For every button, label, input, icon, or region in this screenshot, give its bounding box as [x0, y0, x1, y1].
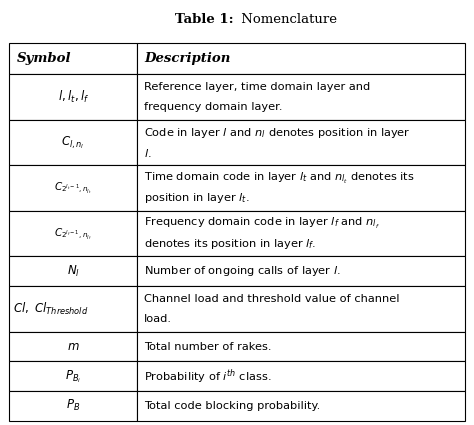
Bar	[137, 74, 465, 120]
Text: position in layer $l_t$.: position in layer $l_t$.	[144, 191, 250, 205]
Bar	[137, 42, 465, 74]
Bar	[9, 256, 137, 286]
Text: Table 1:: Table 1:	[175, 13, 234, 26]
Text: Reference layer, time domain layer and: Reference layer, time domain layer and	[144, 82, 370, 92]
Text: Total code blocking probability.: Total code blocking probability.	[144, 401, 320, 411]
Bar	[9, 42, 137, 74]
Text: $N_l$: $N_l$	[67, 264, 80, 279]
Bar	[9, 361, 137, 391]
Bar	[137, 165, 465, 211]
Bar	[137, 391, 465, 421]
Text: $C_{2^{l_f-1},n_{l_f}}$: $C_{2^{l_f-1},n_{l_f}}$	[54, 226, 92, 242]
Text: frequency domain layer.: frequency domain layer.	[144, 102, 283, 112]
Bar	[9, 391, 137, 421]
Text: load.: load.	[144, 314, 172, 324]
Text: Frequency domain code in layer $l_f$ and $n_{l_f}$: Frequency domain code in layer $l_f$ and…	[144, 216, 380, 231]
Bar	[9, 286, 137, 332]
Text: Total number of rakes.: Total number of rakes.	[144, 342, 272, 351]
Text: Code in layer $l$ and $n_l$ denotes position in layer: Code in layer $l$ and $n_l$ denotes posi…	[144, 126, 410, 140]
Bar	[137, 332, 465, 361]
Bar	[9, 74, 137, 120]
Bar	[9, 332, 137, 361]
Text: $P_{B_i}$: $P_{B_i}$	[65, 368, 82, 385]
Text: Description: Description	[144, 52, 230, 65]
Text: $Cl, \ Cl_{Threshold}$: $Cl, \ Cl_{Threshold}$	[13, 301, 89, 317]
Text: Symbol: Symbol	[17, 52, 71, 65]
Bar	[9, 120, 137, 165]
Text: $C_{2^{l_t-1},n_{l_t}}$: $C_{2^{l_t-1},n_{l_t}}$	[55, 180, 92, 196]
Bar	[9, 211, 137, 256]
Text: denotes its position in layer $l_f$.: denotes its position in layer $l_f$.	[144, 237, 316, 251]
Bar	[137, 361, 465, 391]
Text: $l, l_t, l_f$: $l, l_t, l_f$	[57, 89, 89, 105]
Bar	[9, 165, 137, 211]
Text: Probability of $i^{th}$ class.: Probability of $i^{th}$ class.	[144, 367, 272, 385]
Bar	[137, 120, 465, 165]
Text: Number of ongoing calls of layer $l$.: Number of ongoing calls of layer $l$.	[144, 264, 341, 278]
Text: $m$: $m$	[67, 340, 80, 353]
Bar	[137, 256, 465, 286]
Text: $P_B$: $P_B$	[66, 398, 80, 414]
Bar	[137, 211, 465, 256]
Bar	[137, 286, 465, 332]
Text: $C_{l,n_l}$: $C_{l,n_l}$	[62, 134, 85, 151]
Text: Time domain code in layer $l_t$ and $n_{l_t}$ denotes its: Time domain code in layer $l_t$ and $n_{…	[144, 171, 415, 186]
Text: Channel load and threshold value of channel: Channel load and threshold value of chan…	[144, 294, 400, 304]
Text: $l$.: $l$.	[144, 147, 152, 159]
Text: Nomenclature: Nomenclature	[237, 13, 337, 26]
